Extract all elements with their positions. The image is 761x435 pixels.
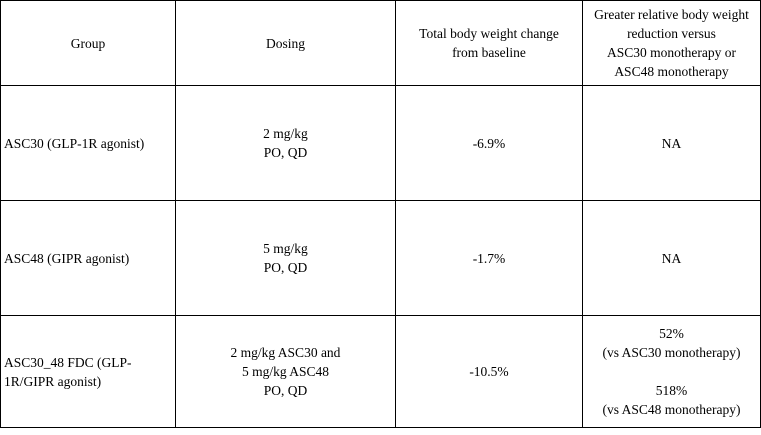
cell-weight-change: -6.9% (395, 85, 583, 201)
cell-relative-reduction: NA (582, 85, 761, 201)
header-relative-reduction: Greater relative body weight reduction v… (582, 0, 761, 86)
cell-relative-reduction: 52% (vs ASC30 monotherapy) 518% (vs ASC4… (582, 315, 761, 428)
cell-relative-reduction: NA (582, 200, 761, 316)
cell-weight-change: -10.5% (395, 315, 583, 428)
cell-dosing: 5 mg/kg PO, QD (175, 200, 396, 316)
header-dosing: Dosing (175, 0, 396, 86)
cell-group: ASC30_48 FDC (GLP- 1R/GIPR agonist) (0, 315, 176, 428)
table-row: ASC30_48 FDC (GLP- 1R/GIPR agonist) 2 mg… (0, 315, 761, 428)
line-gap (587, 362, 756, 381)
header-weight-change: Total body weight change from baseline (395, 0, 583, 86)
header-group: Group (0, 0, 176, 86)
cell-weight-change: -1.7% (395, 200, 583, 316)
cell-group: ASC48 (GIPR agonist) (0, 200, 176, 316)
header-row: Group Dosing Total body weight change fr… (0, 0, 761, 86)
table-row: ASC30 (GLP-1R agonist) 2 mg/kg PO, QD -6… (0, 85, 761, 201)
cell-dosing: 2 mg/kg PO, QD (175, 85, 396, 201)
cell-group: ASC30 (GLP-1R agonist) (0, 85, 176, 201)
table-row: ASC48 (GIPR agonist) 5 mg/kg PO, QD -1.7… (0, 200, 761, 316)
cell-dosing: 2 mg/kg ASC30 and 5 mg/kg ASC48 PO, QD (175, 315, 396, 428)
